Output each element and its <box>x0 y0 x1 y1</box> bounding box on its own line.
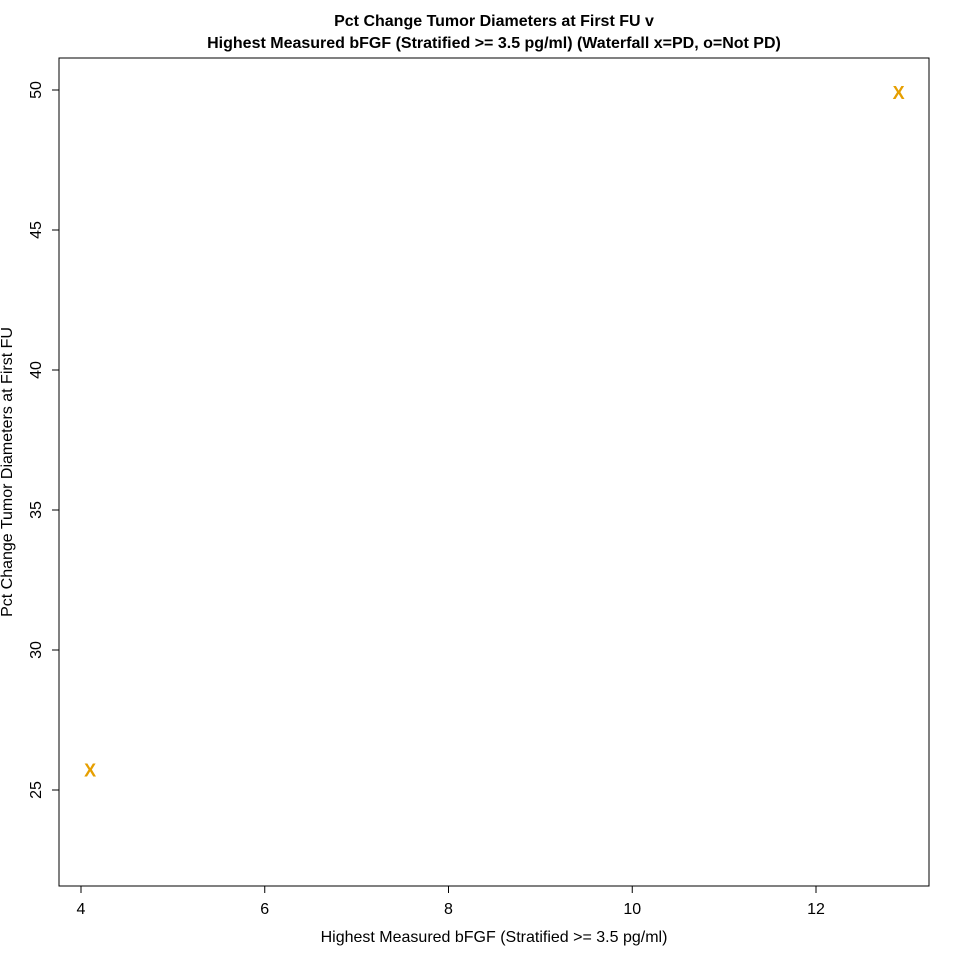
y-tick-label: 50 <box>28 81 45 99</box>
y-tick-label: 40 <box>28 361 45 379</box>
x-tick-label: 12 <box>807 901 825 918</box>
data-point-marker: X <box>893 83 905 103</box>
x-axis: 4 6 8 10 12 <box>77 886 825 918</box>
chart-title-line-2: Highest Measured bFGF (Stratified >= 3.5… <box>207 35 781 52</box>
x-tick-label: 8 <box>444 901 453 918</box>
y-tick-label: 45 <box>28 221 45 239</box>
x-tick-label: 4 <box>77 901 86 918</box>
x-axis-label: Highest Measured bFGF (Stratified >= 3.5… <box>321 929 668 946</box>
x-tick-label: 6 <box>260 901 269 918</box>
y-axis: 25 30 35 40 45 50 <box>28 81 59 799</box>
data-point-marker: X <box>84 760 96 780</box>
y-tick-label: 35 <box>28 501 45 519</box>
y-tick-label: 30 <box>28 641 45 659</box>
data-points: XX <box>84 83 905 781</box>
chart-title-line-1: Pct Change Tumor Diameters at First FU v <box>334 13 654 30</box>
y-tick-label: 25 <box>28 781 45 799</box>
x-tick-label: 10 <box>623 901 641 918</box>
plot-frame <box>58 57 930 887</box>
y-axis-label: Pct Change Tumor Diameters at First FU <box>0 327 16 617</box>
